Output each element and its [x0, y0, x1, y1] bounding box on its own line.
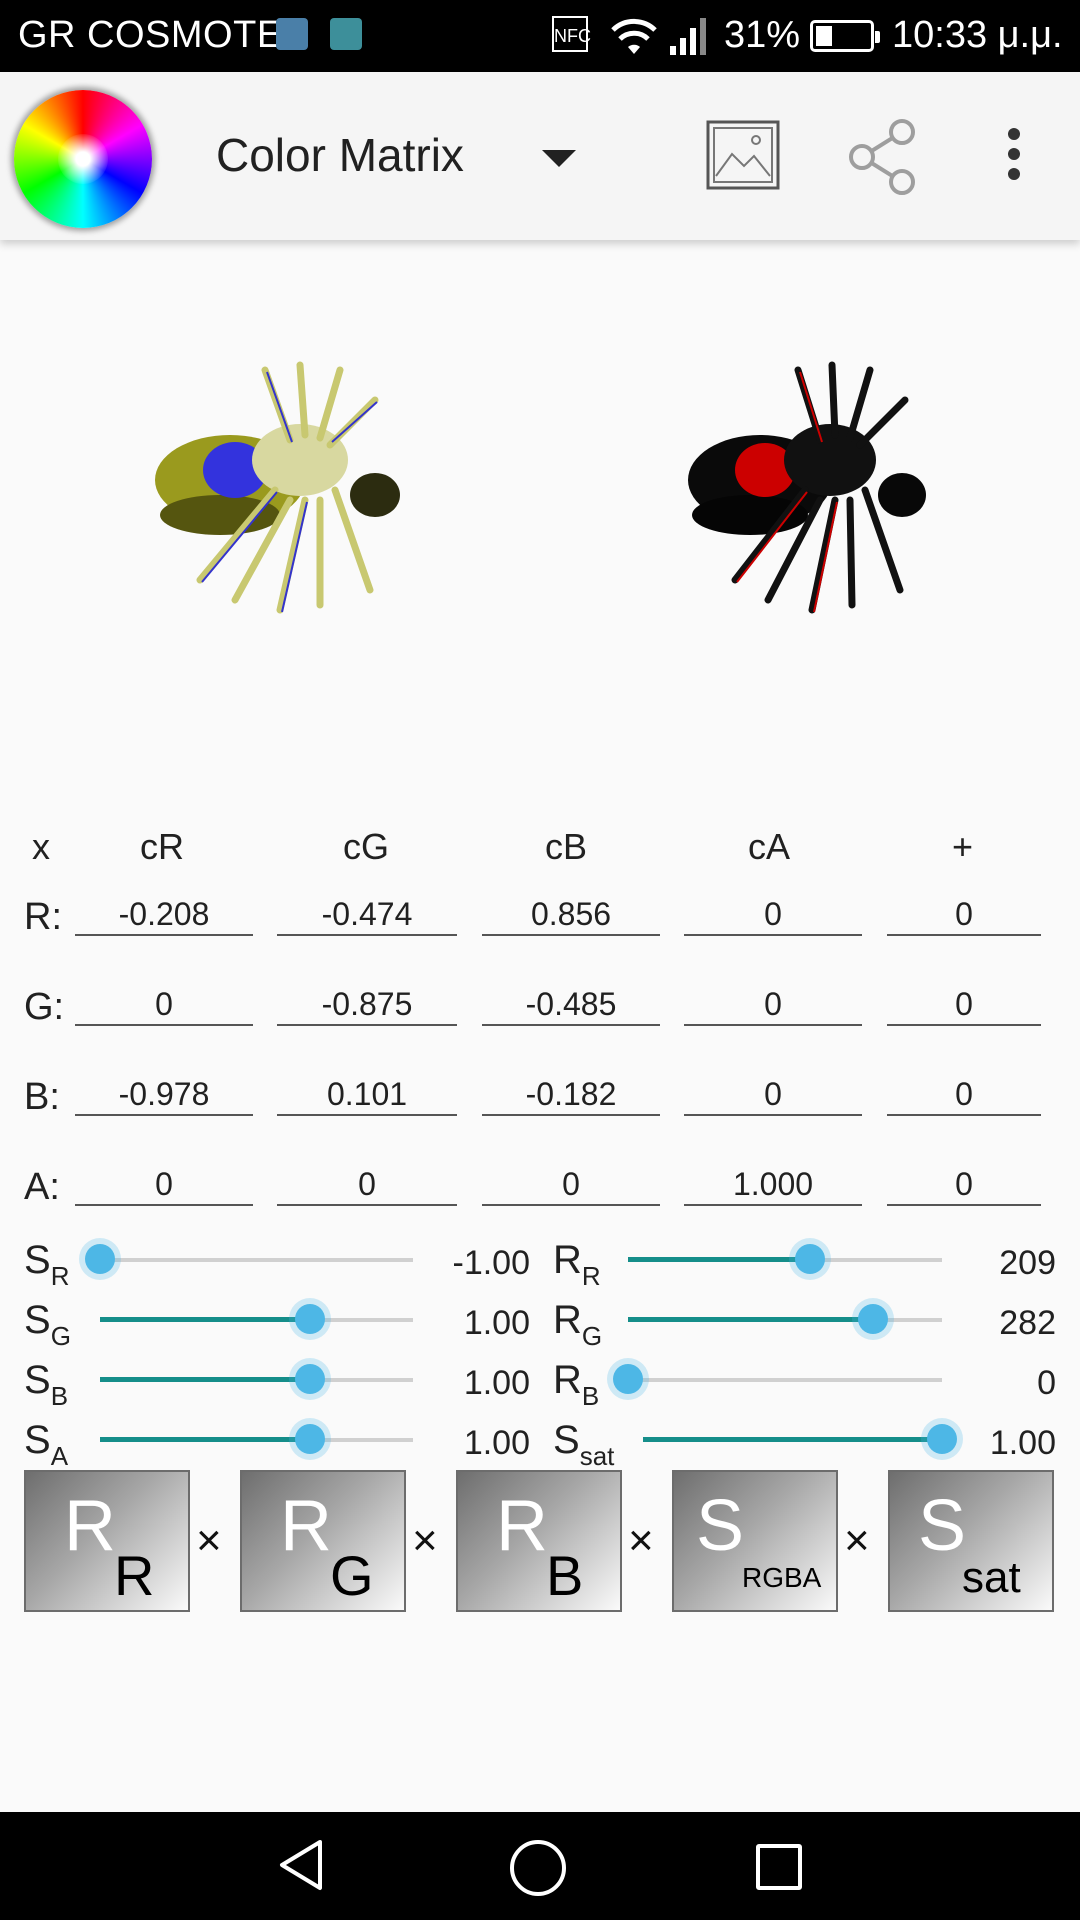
multiply-symbol: × [628, 1516, 654, 1565]
row-label-g: G: [24, 986, 65, 1028]
matrix-cell-a-ca[interactable]: 1.000 [684, 1162, 862, 1206]
slider-value: 0 [1037, 1364, 1056, 1402]
slider-thumb[interactable] [85, 1244, 115, 1274]
multiply-symbol: × [412, 1516, 438, 1565]
slider-label: SB [24, 1358, 69, 1411]
matrix-header-cG: cG [343, 826, 390, 867]
rotate-r-button[interactable]: R R [24, 1470, 190, 1612]
slider-value: 1.00 [463, 1304, 530, 1342]
matrix-cell-r-cr[interactable]: -0.208 [75, 892, 253, 936]
matrix-cell-r-cb[interactable]: 0.856 [482, 892, 660, 936]
slider-value: 1.00 [463, 1364, 530, 1402]
slider-value: 1.00 [989, 1424, 1056, 1462]
slider-fill [100, 1437, 310, 1442]
clock: 10:33 μ.μ. [892, 14, 1063, 56]
matrix-header-cA: cA [748, 826, 791, 867]
saturation-button[interactable]: S sat [888, 1470, 1054, 1612]
slider-thumb[interactable] [295, 1304, 325, 1334]
slider-label: RG [553, 1298, 603, 1351]
slider-fill [643, 1437, 942, 1442]
matrix-cell-g-cr[interactable]: 0 [75, 982, 253, 1026]
gallery-notification-icon [330, 18, 362, 50]
slider-label: SR [24, 1238, 70, 1291]
matrix-header-cR: cR [140, 826, 184, 867]
result-image [688, 361, 926, 614]
slider-thumb[interactable] [927, 1424, 957, 1454]
slider-fill [628, 1257, 810, 1262]
slider-label: RR [553, 1238, 601, 1291]
rotate-b-button[interactable]: R B [456, 1470, 622, 1612]
matrix-cell-r-ca[interactable]: 0 [684, 892, 862, 936]
battery-icon [810, 20, 880, 52]
page-title[interactable]: Color Matrix [216, 129, 464, 181]
navigation-bar [0, 1812, 1080, 1920]
image-icon[interactable] [706, 120, 780, 190]
multiply-symbol: × [844, 1516, 870, 1565]
carrier-label: GR COSMOTE [18, 14, 283, 56]
slider-label: SA [24, 1418, 69, 1471]
slider-value: -1.00 [452, 1244, 531, 1282]
matrix-cell-r-plus[interactable]: 0 [887, 892, 1041, 936]
matrix-cell-a-plus[interactable]: 0 [887, 1162, 1041, 1206]
slider-thumb[interactable] [295, 1364, 325, 1394]
row-label-b: B: [24, 1076, 60, 1118]
slider-label: RB [553, 1358, 600, 1411]
slider-thumb[interactable] [795, 1244, 825, 1274]
slider-value: 209 [999, 1244, 1056, 1282]
signal-icon [670, 18, 706, 55]
slider-value: 282 [999, 1304, 1056, 1342]
matrix-cell-g-plus[interactable]: 0 [887, 982, 1041, 1026]
matrix-cell-g-cg[interactable]: -0.875 [277, 982, 457, 1026]
multiply-symbol: × [196, 1516, 222, 1565]
slider-value: 1.00 [463, 1424, 530, 1462]
slider-label: Ssat [553, 1418, 615, 1471]
slider-track[interactable] [100, 1258, 413, 1262]
matrix-cell-a-cg[interactable]: 0 [277, 1162, 457, 1206]
nfc-icon: NFC [552, 16, 591, 52]
slider-fill [100, 1317, 310, 1322]
source-image [155, 361, 400, 614]
share-icon[interactable] [844, 118, 922, 196]
slider-fill [100, 1377, 310, 1382]
matrix-header-cB: cB [545, 826, 588, 867]
color-wheel-logo[interactable] [14, 90, 152, 228]
matrix-cell-a-cr[interactable]: 0 [75, 1162, 253, 1206]
slider-thumb[interactable] [613, 1364, 643, 1394]
row-label-r: R: [24, 896, 62, 938]
matrix-cell-g-cb[interactable]: -0.485 [482, 982, 660, 1026]
recents-icon[interactable] [756, 1844, 802, 1890]
slider-fill [628, 1317, 873, 1322]
row-label-a: A: [24, 1166, 60, 1208]
app-toolbar: Color Matrix [0, 72, 1080, 240]
dropdown-arrow-icon[interactable] [542, 150, 576, 167]
home-icon[interactable] [510, 1840, 566, 1896]
matrix-cell-b-cr[interactable]: -0.978 [75, 1072, 253, 1116]
matrix-header-x: x [32, 826, 50, 867]
slider-thumb[interactable] [858, 1304, 888, 1334]
scale-rgba-button[interactable]: S RGBA [672, 1470, 838, 1612]
app-notification-icon [276, 18, 308, 50]
battery-percent: 31% [724, 14, 801, 56]
matrix-cell-r-cg[interactable]: -0.474 [277, 892, 457, 936]
wifi-icon [611, 18, 657, 54]
matrix-cell-b-ca[interactable]: 0 [684, 1072, 862, 1116]
status-bar: GR COSMOTE NFC 31% 10:33 μ.μ. [0, 0, 1080, 72]
matrix-cell-b-cg[interactable]: 0.101 [277, 1072, 457, 1116]
slider-track[interactable] [628, 1378, 942, 1382]
matrix-cell-g-ca[interactable]: 0 [684, 982, 862, 1026]
rotate-g-button[interactable]: R G [240, 1470, 406, 1612]
matrix-cell-b-plus[interactable]: 0 [887, 1072, 1041, 1116]
back-icon[interactable] [276, 1838, 326, 1892]
matrix-cell-b-cb[interactable]: -0.182 [482, 1072, 660, 1116]
matrix-header-plus: + [952, 826, 974, 867]
slider-label: SG [24, 1298, 71, 1351]
more-vert-icon[interactable] [1000, 128, 1028, 188]
slider-thumb[interactable] [295, 1424, 325, 1454]
matrix-cell-a-cb[interactable]: 0 [482, 1162, 660, 1206]
